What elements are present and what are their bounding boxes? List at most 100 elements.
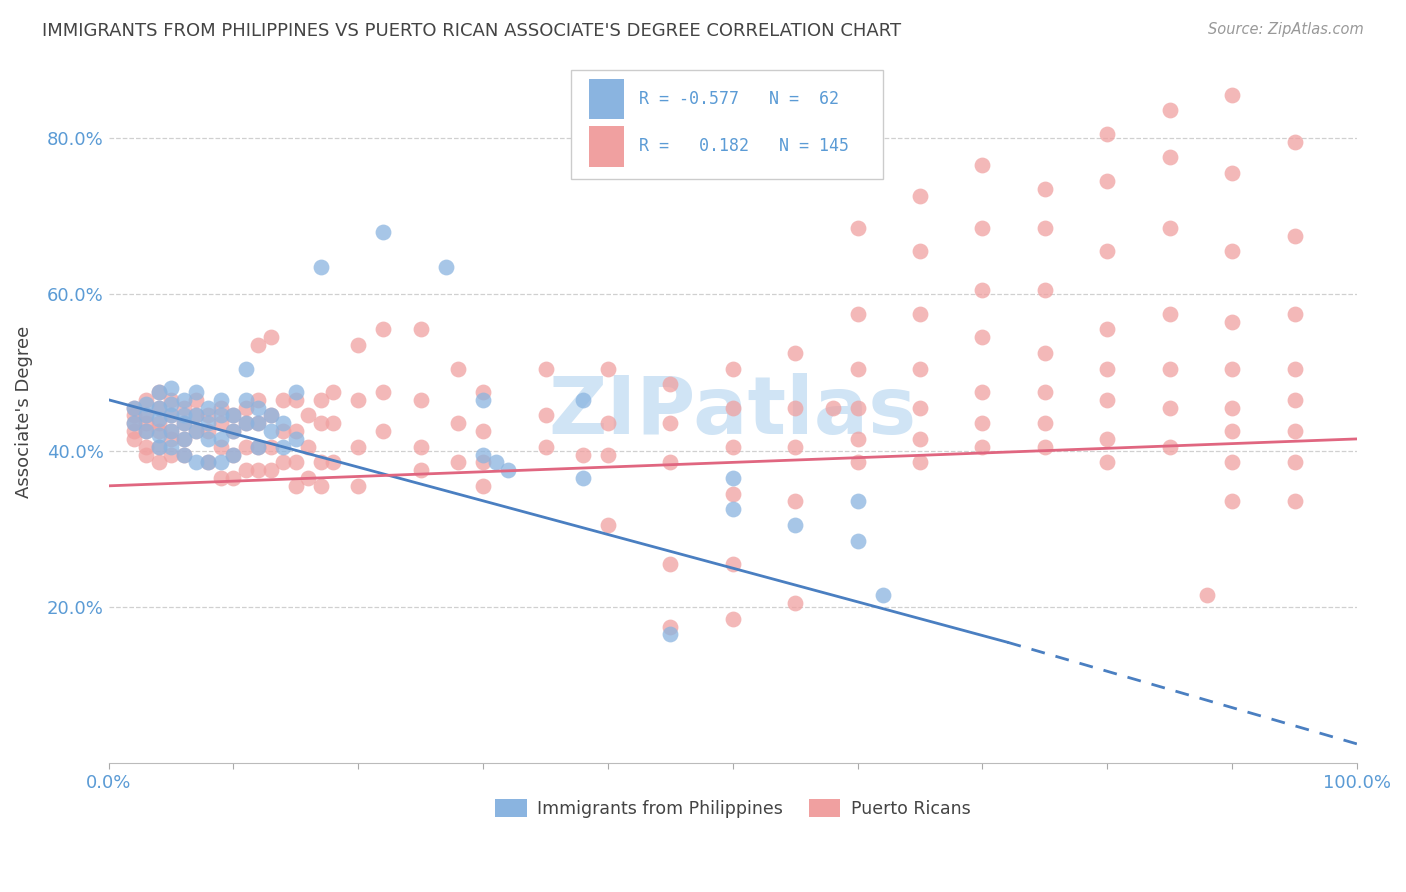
Point xyxy=(222,409,245,423)
Point xyxy=(122,401,145,415)
Point xyxy=(434,260,457,274)
Point xyxy=(472,479,495,493)
Point xyxy=(972,220,994,235)
Point xyxy=(1097,244,1119,259)
Point xyxy=(160,432,183,446)
Point xyxy=(173,448,195,462)
Point xyxy=(209,409,232,423)
Point xyxy=(596,517,619,532)
Point xyxy=(309,417,332,431)
Point xyxy=(247,392,270,407)
Point xyxy=(160,397,183,411)
Point xyxy=(235,361,257,376)
Point xyxy=(135,417,157,431)
Point xyxy=(260,409,283,423)
Point xyxy=(373,225,395,239)
Point xyxy=(247,463,270,477)
Point xyxy=(972,417,994,431)
Point xyxy=(447,455,470,469)
Point xyxy=(596,448,619,462)
Point xyxy=(160,409,183,423)
Point xyxy=(297,440,319,454)
Point xyxy=(160,448,183,462)
Point xyxy=(247,401,270,415)
Point xyxy=(1220,166,1243,180)
Point xyxy=(1159,401,1181,415)
Point xyxy=(1159,361,1181,376)
Point xyxy=(235,401,257,415)
Point xyxy=(1159,440,1181,454)
Point xyxy=(659,619,682,633)
Point xyxy=(1097,322,1119,336)
Point xyxy=(148,384,170,399)
Point xyxy=(485,455,508,469)
Point xyxy=(297,471,319,485)
Point xyxy=(1284,135,1306,149)
Point xyxy=(322,455,344,469)
Point xyxy=(273,424,295,438)
Point xyxy=(160,381,183,395)
Point xyxy=(659,417,682,431)
Point xyxy=(173,392,195,407)
Point xyxy=(1284,455,1306,469)
Point xyxy=(472,392,495,407)
Point xyxy=(284,479,307,493)
Point xyxy=(148,424,170,438)
Point xyxy=(472,455,495,469)
Point xyxy=(1284,307,1306,321)
Point xyxy=(135,397,157,411)
Point xyxy=(659,557,682,571)
Point xyxy=(1159,150,1181,164)
Point xyxy=(122,417,145,431)
Point xyxy=(1220,455,1243,469)
Point xyxy=(148,401,170,415)
Point xyxy=(135,392,157,407)
Point xyxy=(721,440,744,454)
Point xyxy=(1159,220,1181,235)
Point xyxy=(908,401,931,415)
Point xyxy=(184,409,207,423)
Point xyxy=(721,557,744,571)
Point xyxy=(347,338,370,352)
Point xyxy=(284,424,307,438)
Point xyxy=(173,417,195,431)
Point xyxy=(135,409,157,423)
Point xyxy=(197,424,219,438)
Point xyxy=(160,392,183,407)
Point xyxy=(184,384,207,399)
Point xyxy=(247,417,270,431)
Point xyxy=(135,424,157,438)
Point xyxy=(721,502,744,516)
Point xyxy=(721,486,744,500)
Point xyxy=(309,455,332,469)
Point xyxy=(409,322,432,336)
Point xyxy=(908,361,931,376)
Point xyxy=(273,440,295,454)
Point xyxy=(235,417,257,431)
Point xyxy=(247,417,270,431)
Point xyxy=(1220,361,1243,376)
Point xyxy=(122,417,145,431)
Point xyxy=(173,409,195,423)
Point xyxy=(322,417,344,431)
Point xyxy=(284,384,307,399)
Point xyxy=(785,346,807,360)
Point xyxy=(447,361,470,376)
Point xyxy=(122,424,145,438)
FancyBboxPatch shape xyxy=(589,78,624,120)
Legend: Immigrants from Philippines, Puerto Ricans: Immigrants from Philippines, Puerto Rica… xyxy=(488,792,977,825)
Point xyxy=(260,463,283,477)
Point xyxy=(1284,424,1306,438)
FancyBboxPatch shape xyxy=(589,126,624,167)
Point xyxy=(148,401,170,415)
Point xyxy=(572,448,595,462)
Text: Source: ZipAtlas.com: Source: ZipAtlas.com xyxy=(1208,22,1364,37)
Point xyxy=(160,440,183,454)
Point xyxy=(1220,87,1243,102)
Point xyxy=(184,455,207,469)
Point xyxy=(173,448,195,462)
Point xyxy=(235,417,257,431)
Point xyxy=(173,417,195,431)
Point xyxy=(222,448,245,462)
Point xyxy=(184,392,207,407)
